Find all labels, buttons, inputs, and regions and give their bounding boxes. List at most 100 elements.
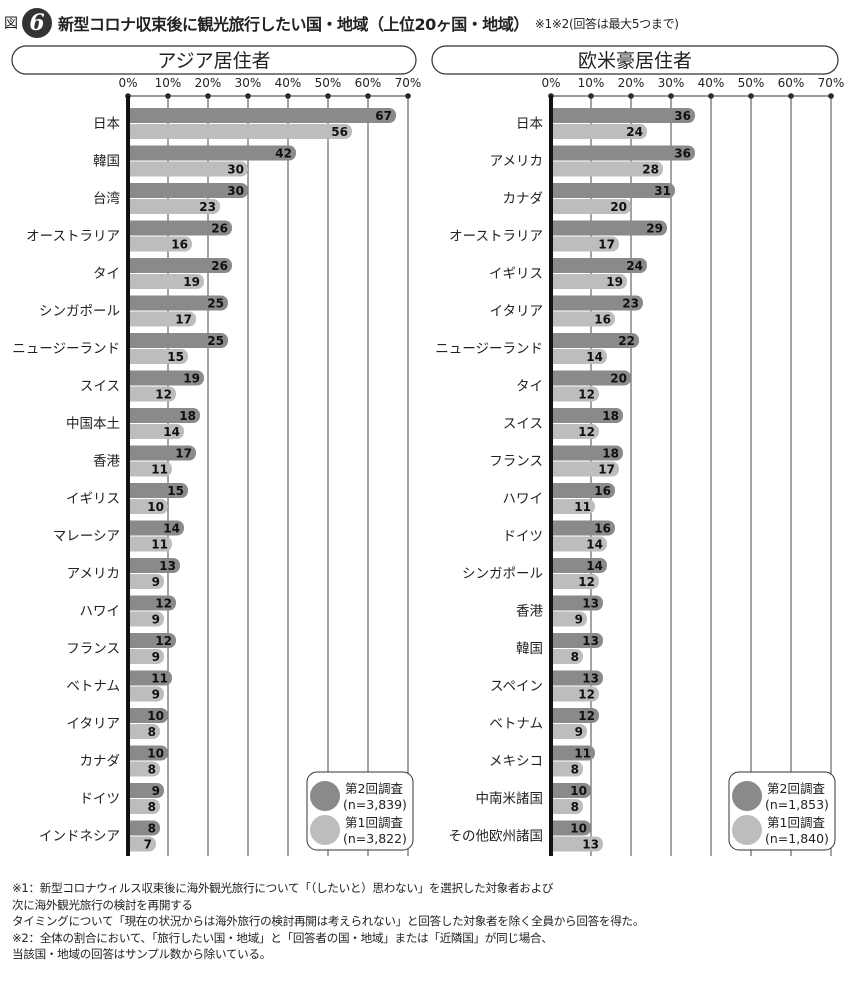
legend-series-name: 第2回調査 <box>345 781 403 796</box>
bar <box>128 370 204 386</box>
bar-base <box>551 445 559 461</box>
bar <box>551 183 675 198</box>
bar-base <box>128 574 136 589</box>
bar-value-label: 16 <box>171 238 188 252</box>
bar-value-label: 19 <box>606 275 623 289</box>
bar-value-label: 8 <box>148 725 156 739</box>
legend-sample-size: (n=1,853) <box>765 797 829 812</box>
bar-base <box>551 783 559 798</box>
bar-value-label: 12 <box>578 425 595 439</box>
bar-value-label: 23 <box>622 297 639 311</box>
bar-base <box>128 349 136 364</box>
bar-base <box>551 108 559 123</box>
bar-value-label: 12 <box>155 597 172 611</box>
category-label: スイス <box>503 416 543 432</box>
bar-base <box>128 311 136 327</box>
axis-tick-label: 70% <box>818 76 845 90</box>
bar-value-label: 13 <box>582 597 599 611</box>
bar-base <box>128 274 136 289</box>
category-label: オーストラリア <box>26 229 120 245</box>
bar-base <box>551 574 559 589</box>
bar <box>551 445 623 461</box>
bar <box>551 611 587 627</box>
category-label: 韓国 <box>516 641 543 657</box>
bar-value-label: 13 <box>582 838 599 852</box>
bar-value-label: 29 <box>646 222 663 236</box>
bar <box>128 145 296 161</box>
bar <box>551 724 587 739</box>
axis-tick-label: 40% <box>698 76 725 90</box>
category-label: アメリカ <box>67 566 120 582</box>
bar-value-label: 20 <box>610 200 627 214</box>
category-label: メキシコ <box>489 754 543 770</box>
bar-base <box>128 445 136 461</box>
bar <box>128 258 232 273</box>
bar-value-label: 36 <box>674 109 691 123</box>
bar-value-label: 8 <box>148 822 156 836</box>
bar <box>128 424 184 439</box>
category-label: ベトナム <box>66 679 120 695</box>
bar <box>551 370 631 386</box>
bar <box>128 386 176 402</box>
bar <box>551 161 663 177</box>
bar-value-label: 17 <box>598 463 615 477</box>
bar-value-label: 8 <box>571 650 579 664</box>
bar <box>551 461 619 477</box>
bar-value-label: 10 <box>147 500 164 514</box>
bar <box>128 558 180 573</box>
bar-value-label: 8 <box>571 800 579 814</box>
category-label: ニュージーランド <box>435 341 543 357</box>
bar-base <box>128 536 136 552</box>
bar-base <box>551 183 559 198</box>
legend-sample-size: (n=1,840) <box>765 831 829 846</box>
bar <box>128 708 168 723</box>
bar <box>551 108 695 123</box>
bar <box>128 783 164 798</box>
category-label: フランス <box>66 641 120 657</box>
bar-value-label: 19 <box>183 275 200 289</box>
category-label: タイ <box>516 379 543 395</box>
bar <box>128 349 188 364</box>
bar <box>551 670 603 686</box>
bar-base <box>128 408 136 423</box>
category-label: アメリカ <box>490 154 543 170</box>
bar-base <box>551 745 559 761</box>
footnote-line: 次に海外観光旅行の検討を再開する <box>12 897 193 912</box>
bar-base <box>128 108 136 123</box>
bar <box>551 258 647 273</box>
bar-value-label: 28 <box>642 163 659 177</box>
bar-value-label: 19 <box>183 372 200 386</box>
bar-value-label: 16 <box>594 313 611 327</box>
bar-base <box>128 745 136 761</box>
category-label: イギリス <box>66 491 120 507</box>
category-label: インドネシア <box>39 829 120 845</box>
panel-title: アジア居住者 <box>157 50 270 72</box>
bar-value-label: 26 <box>211 259 228 273</box>
axis-tick-label: 60% <box>355 76 382 90</box>
legend-swatch <box>732 815 762 845</box>
bar-value-label: 10 <box>570 822 587 836</box>
footnote-line: ※2：全体の割合において、「旅行したい国・地域」と「回答者の国・地域」または「近… <box>12 930 553 945</box>
bar-base <box>128 820 136 836</box>
bar <box>128 108 396 123</box>
bar-base <box>128 124 136 139</box>
bar-base <box>551 520 559 536</box>
bar <box>128 274 204 289</box>
bar-value-label: 13 <box>159 559 176 573</box>
bar-base <box>128 558 136 573</box>
legend-series-name: 第2回調査 <box>767 781 825 796</box>
bar-value-label: 15 <box>167 484 184 498</box>
bar-value-label: 14 <box>586 559 603 573</box>
bar-base <box>128 724 136 739</box>
bar-value-label: 9 <box>575 725 583 739</box>
bar-base <box>128 161 136 177</box>
bar-value-label: 20 <box>610 372 627 386</box>
bar-value-label: 10 <box>147 747 164 761</box>
bar-value-label: 12 <box>155 388 172 402</box>
figure-title-note: ※1※2(回答は最大5つまで) <box>534 16 679 31</box>
bar-base <box>551 370 559 386</box>
bar-value-label: 11 <box>151 538 168 552</box>
bar <box>551 520 615 536</box>
category-label: カナダ <box>80 754 121 770</box>
